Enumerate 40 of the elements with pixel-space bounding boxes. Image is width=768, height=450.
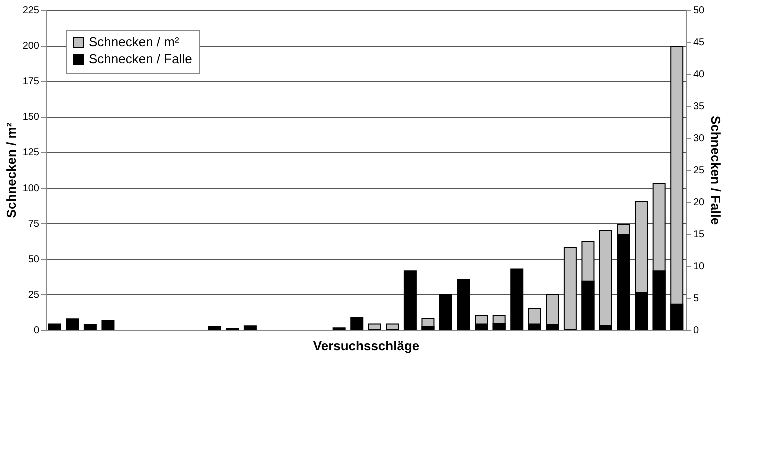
y2-tick-label: 20	[694, 198, 706, 208]
y2-tick-label: 25	[694, 166, 706, 176]
y2-tick-label: 40	[694, 70, 706, 80]
y2-tick-label: 30	[694, 134, 706, 144]
bar	[244, 326, 257, 330]
y2-tick-label: 5	[694, 294, 700, 304]
legend-label: Schnecken / Falle	[89, 52, 192, 66]
bar	[368, 324, 382, 330]
y-axis-title: Schnecken / m²	[4, 122, 19, 218]
y2-tick-label: 45	[694, 38, 706, 48]
bar	[350, 317, 364, 330]
bar	[102, 320, 115, 330]
y-tick-label: 50	[28, 254, 40, 266]
y2-tick-label: 35	[694, 102, 706, 112]
y-tick-label: 25	[28, 290, 40, 301]
bar	[404, 270, 417, 330]
bar	[208, 326, 222, 330]
y2-axis-title: Schnecken / Falle	[708, 116, 724, 226]
y-tick-label: 200	[22, 41, 40, 52]
y-tick-label: 125	[22, 148, 40, 159]
y-tick-label: 175	[22, 76, 40, 88]
bar	[457, 278, 470, 330]
bar	[386, 324, 400, 330]
bar	[84, 324, 97, 330]
bar	[564, 247, 577, 330]
y2-tick-label: 50	[694, 6, 706, 16]
x-axis-title: Versuchsschläge	[313, 338, 420, 354]
bar	[440, 294, 452, 330]
y-tick-label: 0	[34, 326, 40, 336]
bar	[510, 268, 524, 330]
y-tick-label: 225	[22, 6, 40, 16]
y2-tick-label: 10	[694, 262, 706, 272]
y-tick-label: 150	[22, 112, 40, 124]
bar	[48, 324, 62, 330]
bar	[66, 318, 80, 330]
y-tick-label: 75	[28, 218, 40, 230]
legend-label: Schnecken / m²	[89, 34, 180, 50]
y-tick-label: 100	[22, 183, 40, 194]
y2-tick-label: 15	[694, 230, 706, 240]
y2-tick-label: 0	[694, 326, 700, 336]
